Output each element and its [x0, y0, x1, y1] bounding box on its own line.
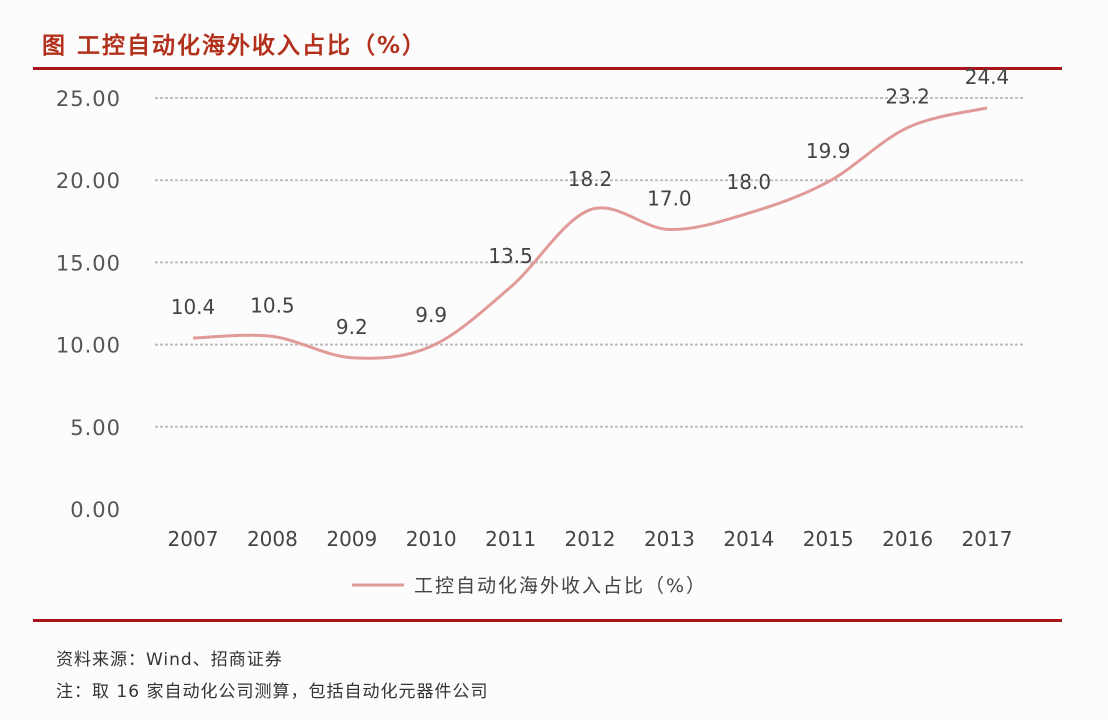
x-tick-label: 2016 [882, 527, 933, 551]
data-label: 18.2 [568, 167, 613, 191]
data-label: 10.5 [250, 293, 295, 317]
y-tick-label: 5.00 [70, 416, 121, 440]
x-tick-label: 2012 [565, 527, 616, 551]
data-label: 18.0 [727, 170, 772, 194]
x-tick-label: 2010 [406, 527, 457, 551]
source-note: 资料来源：Wind、招商证券 [56, 650, 283, 670]
x-tick-label: 2014 [723, 527, 774, 551]
data-label: 13.5 [488, 244, 533, 268]
x-tick-label: 2007 [168, 527, 219, 551]
legend-label: 工控自动化海外收入占比（%） [414, 575, 707, 597]
series-line [192, 106, 988, 360]
data-label: 24.4 [965, 65, 1010, 89]
y-tick-label: 20.00 [56, 169, 121, 193]
data-label: 23.2 [885, 85, 930, 109]
x-tick-label: 2013 [644, 527, 695, 551]
data-label: 9.2 [336, 315, 368, 339]
bottom-rule [33, 619, 1062, 622]
y-tick-label: 15.00 [56, 251, 121, 275]
x-tick-label: 2008 [247, 527, 298, 551]
x-tick-label: 2015 [803, 527, 854, 551]
figure-title: 图 工控自动化海外收入占比（%） [42, 33, 428, 59]
y-tick-label: 10.00 [56, 334, 121, 358]
footnote: 注：取 16 家自动化公司测算，包括自动化元器件公司 [56, 682, 489, 702]
data-label: 10.4 [171, 295, 216, 319]
x-tick-label: 2017 [962, 527, 1013, 551]
data-label: 19.9 [806, 139, 851, 163]
y-tick-label: 0.00 [70, 498, 121, 522]
data-label: 17.0 [647, 187, 692, 211]
top-rule [33, 67, 1062, 70]
y-tick-label: 25.00 [56, 87, 121, 111]
x-tick-label: 2009 [326, 527, 377, 551]
data-label: 9.9 [415, 303, 447, 327]
x-tick-label: 2011 [485, 527, 536, 551]
